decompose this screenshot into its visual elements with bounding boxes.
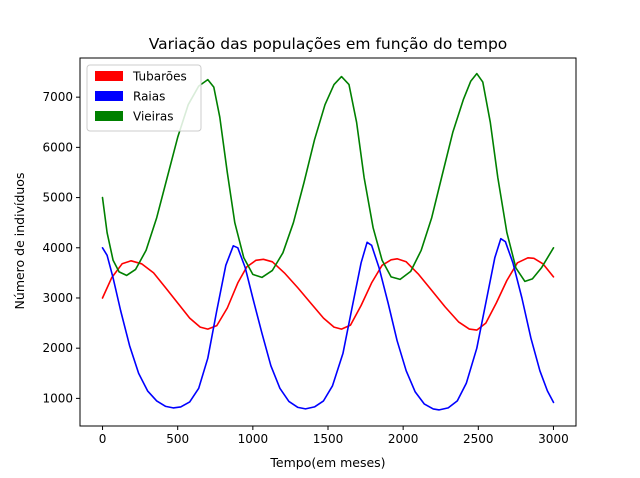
x-tick-label-0: 0 bbox=[99, 432, 107, 446]
legend-swatch-0 bbox=[95, 71, 123, 81]
legend-label-2: Vieiras bbox=[133, 110, 174, 124]
x-tick-label-2: 1000 bbox=[238, 432, 269, 446]
y-tick-label-3: 4000 bbox=[42, 241, 73, 255]
y-tick-label-2: 3000 bbox=[42, 291, 73, 305]
x-tick-label-4: 2000 bbox=[388, 432, 419, 446]
x-tick-label-1: 500 bbox=[166, 432, 189, 446]
axes: 0 500 1000 1500 2000 2500 3000 1000 2000 3000 4000… bbox=[42, 57, 577, 446]
series-line-1 bbox=[101, 237, 555, 411]
x-axis-label: Tempo(em meses) bbox=[269, 455, 385, 470]
x-tick-label-3: 1500 bbox=[313, 432, 344, 446]
series-line-2 bbox=[101, 72, 555, 283]
y-tick-label-1: 2000 bbox=[42, 341, 73, 355]
chart-title: Variação das populações em função do tem… bbox=[149, 35, 508, 53]
legend-label-0: Tubarões bbox=[132, 70, 187, 84]
y-axis-label: Número de indivíduos bbox=[12, 173, 27, 310]
x-tick-label-5: 2500 bbox=[463, 432, 494, 446]
y-tick-label-0: 1000 bbox=[42, 391, 73, 405]
x-tick-label-6: 3000 bbox=[538, 432, 569, 446]
plot-area bbox=[101, 72, 555, 411]
legend-swatch-2 bbox=[95, 111, 123, 121]
series-line-0 bbox=[101, 257, 555, 331]
y-tick-label-4: 5000 bbox=[42, 191, 73, 205]
legend: Tubarões Raias Vieiras bbox=[86, 64, 202, 132]
legend-swatch-1 bbox=[95, 91, 123, 101]
legend-label-1: Raias bbox=[133, 90, 165, 104]
y-tick-label-6: 7000 bbox=[42, 90, 73, 104]
y-tick-label-5: 6000 bbox=[42, 140, 73, 154]
